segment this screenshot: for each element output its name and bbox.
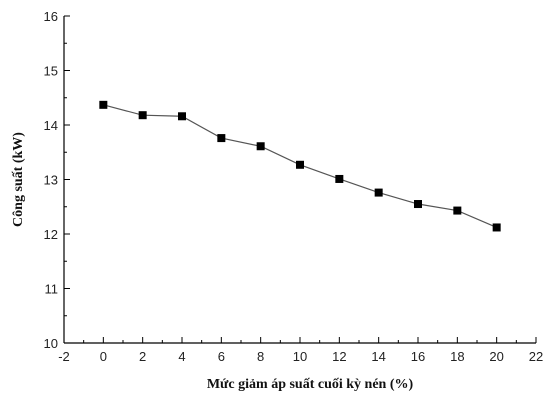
y-tick-label: 13: [44, 173, 58, 188]
x-tick-label: 18: [450, 349, 464, 364]
data-point: [217, 134, 226, 143]
x-axis-ticks: -2 0 2 4 6 8 10 12 14 16 18 20 22: [58, 337, 543, 364]
x-tick-label: 8: [257, 349, 264, 364]
x-tick-label: 4: [178, 349, 185, 364]
data-point: [138, 111, 147, 120]
x-tick-label: 20: [489, 349, 503, 364]
data-point: [296, 160, 304, 169]
x-tick-label: 22: [529, 349, 543, 364]
y-tick-label: 10: [44, 336, 58, 351]
x-axis-title: Mức giảm áp suất cuối kỳ nén (%): [207, 377, 414, 392]
y-tick-label: 12: [44, 227, 58, 242]
series-layer: [99, 100, 501, 232]
y-axis-title: Công suất (kW): [11, 132, 26, 227]
data-point: [256, 142, 265, 151]
x-tick-label: 14: [371, 349, 385, 364]
y-tick-label: 14: [44, 118, 58, 133]
data-point: [374, 188, 383, 197]
x-tick-label: 0: [100, 349, 107, 364]
x-tick-label: 2: [139, 349, 146, 364]
data-point: [99, 100, 108, 109]
data-point: [492, 223, 501, 232]
x-tick-label: 16: [411, 349, 425, 364]
plot-area: [63, 16, 536, 344]
y-axis-ticks: 10 11 12 13 14 15 16: [44, 9, 70, 351]
y-tick-label: 11: [45, 282, 59, 297]
x-tick-label: 12: [332, 349, 346, 364]
y-tick-label: 15: [44, 64, 58, 79]
x-tick-label: 6: [218, 349, 225, 364]
data-point: [335, 174, 344, 183]
data-point: [178, 112, 186, 121]
data-point: [414, 200, 422, 209]
x-tick-label: -2: [58, 349, 70, 364]
data-point: [453, 206, 462, 215]
x-tick-label: 10: [293, 349, 307, 364]
y-tick-label: 16: [44, 9, 58, 24]
